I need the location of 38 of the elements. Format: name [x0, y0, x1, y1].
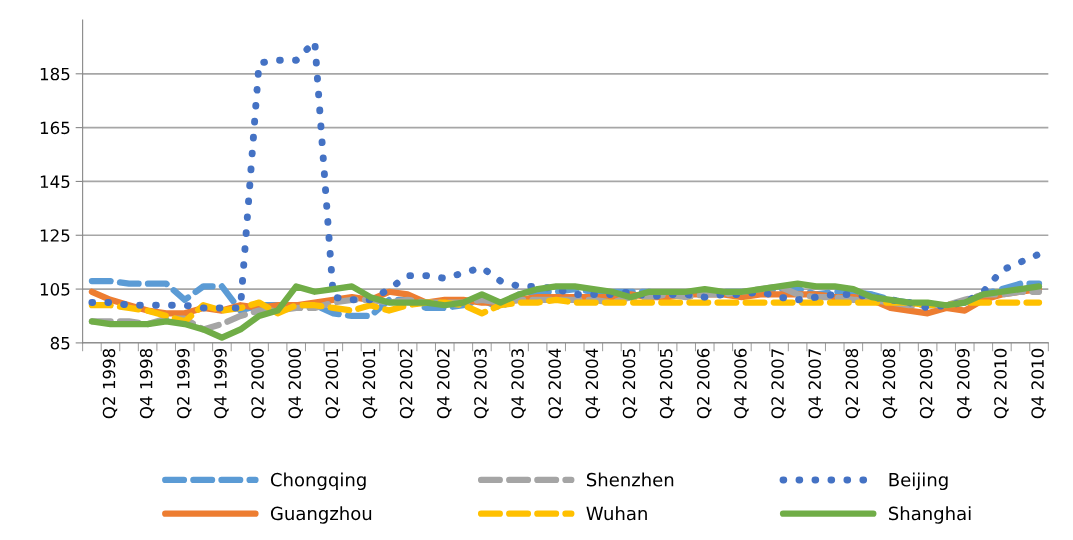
- x-tick-label: Q4 1999: [214, 348, 229, 419]
- x-tick-label: Q4 2005: [659, 349, 675, 419]
- y-tick-label: 145: [40, 175, 70, 189]
- x-tick-label: Q2 2009: [919, 348, 935, 419]
- x-tick-label: Q4 1998: [139, 348, 155, 419]
- x-tick-label: Q4 2006: [734, 348, 749, 419]
- x-tick-label: Q4 2001: [362, 349, 378, 419]
- x-tick-label: Q4 2007: [808, 349, 823, 419]
- x-tick-label: Q4 2002: [436, 349, 452, 419]
- x-tick-label: Q2 2003: [474, 349, 489, 419]
- x-tick-label: Q4 2003: [511, 349, 526, 419]
- x-tick-label: Q4 2009: [956, 348, 972, 419]
- x-tick-label: Q2 2000: [251, 348, 266, 419]
- y-tick-label: 165: [40, 121, 70, 135]
- y-tick-label: 85: [50, 336, 70, 350]
- legend-label: Wuhan: [586, 506, 647, 521]
- x-tick-label: Q2 1999: [176, 348, 192, 419]
- x-tick-label: Q2 2006: [696, 348, 712, 419]
- x-tick-label: Q4 2000: [288, 348, 303, 419]
- x-tick-label: Q2 2010: [994, 348, 1009, 419]
- x-tick-label: Q4 2010: [1031, 348, 1046, 419]
- x-tick-label: Q2 1998: [102, 348, 118, 419]
- legend-label: Beijing: [889, 472, 948, 491]
- y-tick-label: 105: [40, 283, 70, 296]
- y-tick-label: 125: [40, 229, 70, 242]
- x-tick-label: Q2 2005: [622, 349, 638, 419]
- legend-label: Shenzhen: [586, 472, 674, 487]
- legend-label: Shanghai: [888, 506, 971, 524]
- x-tick-label: Q4 2008: [882, 348, 898, 419]
- x-tick-label: Q2 2008: [845, 348, 861, 419]
- x-tick-label: Q2 2004: [548, 348, 563, 419]
- x-tick-label: Q2 2007: [771, 349, 786, 419]
- y-tick-label: 185: [40, 67, 70, 81]
- x-tick-label: Q2 2001: [325, 349, 341, 419]
- x-tick-label: Q2 2002: [399, 349, 415, 419]
- legend-label: Chongqing: [270, 472, 366, 491]
- x-tick-label: Q4 2004: [585, 348, 601, 419]
- legend-label: Guangzhou: [270, 506, 372, 524]
